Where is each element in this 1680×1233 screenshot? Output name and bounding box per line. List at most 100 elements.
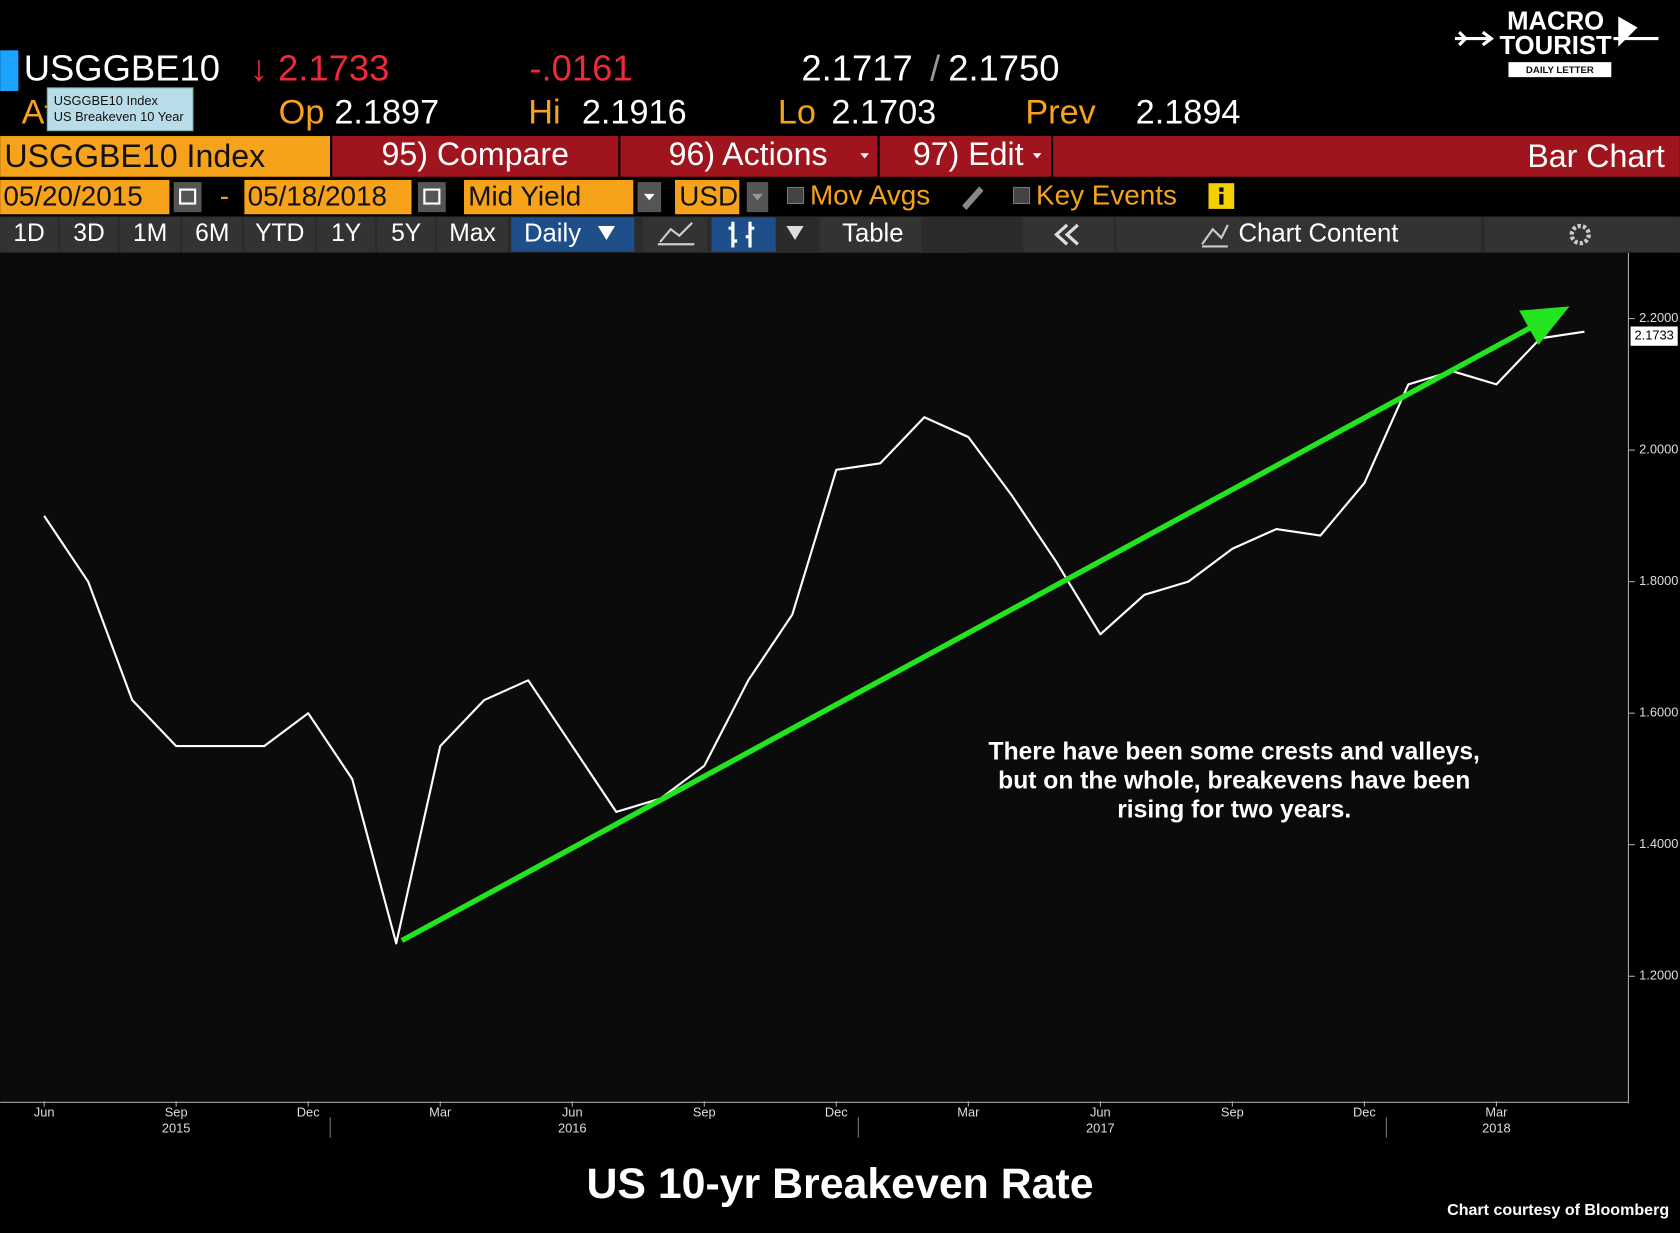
range-button[interactable] (182, 217, 243, 252)
range-button[interactable] (120, 217, 181, 252)
range-label[interactable]: 1M (133, 220, 167, 247)
ask: 2.1750 (948, 47, 1059, 88)
logo-text: TOURIST (1499, 32, 1612, 60)
menu-compare[interactable]: 95) Compare (382, 136, 569, 172)
range-label[interactable]: Max (449, 220, 496, 247)
high: 2.1916 (582, 94, 687, 132)
table-button[interactable] (819, 217, 922, 252)
x-tick-label: Jun (1090, 1104, 1111, 1119)
range-label[interactable]: 1Y (331, 220, 361, 247)
x-tick-label: Dec (297, 1104, 320, 1119)
trend-arrow (400, 323, 1536, 943)
line-chart-button[interactable] (642, 217, 708, 252)
chart-content[interactable]: Chart Content (1239, 219, 1399, 247)
y-tick-label: 1.8000 (1639, 573, 1678, 588)
bid: 2.1717 (801, 47, 912, 88)
x-tick-label: Mar (957, 1104, 980, 1119)
open-label: Op (279, 94, 325, 132)
ticker-marker (0, 50, 19, 92)
logo-text: MACRO (1507, 7, 1604, 35)
range-buttons: 1D 3D 1M 6M YTD 1Y 5Y Max (0, 217, 508, 252)
chart-title: US 10-yr Breakeven Rate (586, 1160, 1093, 1208)
date-dash: - (220, 181, 229, 212)
x-tick-label: Sep (165, 1104, 188, 1119)
start-date[interactable]: 05/20/2015 (3, 181, 142, 212)
prev-label: Prev (1025, 94, 1096, 132)
logo-text: DAILY LETTER (1526, 65, 1594, 76)
x-tick-label: Dec (1353, 1104, 1376, 1119)
plot: 1.2000 1.4000 1.6000 1.8000 2.0000 2.2000 Jun S… (34, 310, 1678, 1138)
end-date[interactable]: 05/18/2018 (248, 181, 387, 212)
dropdown-caret[interactable] (786, 226, 804, 240)
source: Chart courtesy of Bloomberg (1447, 1201, 1669, 1219)
table[interactable]: Table (842, 219, 903, 247)
y-tick-label: 1.6000 (1639, 705, 1678, 720)
checkbox[interactable] (1013, 186, 1031, 205)
end-date-field[interactable] (244, 179, 412, 215)
y-tick-label: 1.4000 (1639, 836, 1678, 851)
calendar-button[interactable] (417, 182, 446, 213)
key-events[interactable]: Key Events (1036, 179, 1177, 210)
range-button[interactable] (377, 217, 436, 252)
x-year-label: 2017 (1086, 1120, 1115, 1135)
range-button[interactable] (60, 217, 118, 252)
range-label[interactable]: 3D (73, 220, 104, 247)
x-tick-label: Dec (825, 1104, 848, 1119)
last-price-label: 2.1733 (1634, 328, 1673, 343)
x-tick-label: Mar (429, 1104, 452, 1119)
calendar-button[interactable] (173, 182, 202, 213)
net-change: -.0161 (529, 47, 632, 88)
x-year-label: 2018 (1482, 1120, 1511, 1135)
menu-edit[interactable]: 97) Edit (913, 136, 1024, 172)
field-select[interactable] (463, 179, 634, 215)
dropdown-caret (643, 193, 655, 201)
x-year-label: 2016 (558, 1120, 587, 1135)
tooltip-line: US Breakeven 10 Year (54, 109, 185, 124)
currency-select[interactable] (675, 179, 740, 215)
last-price: ↓ 2.1733 (250, 47, 390, 88)
dropdown-caret (1032, 153, 1042, 159)
checkbox[interactable] (786, 186, 805, 205)
low-label: Lo (778, 94, 816, 132)
pencil-icon[interactable] (962, 186, 984, 210)
bar-chart-button[interactable] (711, 217, 776, 252)
start-date-field[interactable] (0, 179, 170, 215)
y-tick-label: 2.2000 (1639, 310, 1678, 325)
range-label[interactable]: 5Y (391, 220, 421, 247)
range-label[interactable]: 6M (195, 220, 229, 247)
view-name: Bar Chart (1527, 138, 1665, 174)
chart-content-button[interactable] (1116, 217, 1481, 252)
tooltip-line: USGGBE10 Index (54, 93, 159, 108)
annotation-line: There have been some crests and valleys, (989, 739, 1480, 766)
range-label[interactable]: YTD (255, 220, 304, 247)
currency[interactable]: USD (679, 181, 738, 212)
annotation-line: rising for two years. (1117, 796, 1351, 823)
ticker: USGGBE10 (24, 47, 220, 88)
last-price-tag (1630, 326, 1678, 346)
price-line (43, 330, 1585, 945)
range-button[interactable] (317, 217, 376, 252)
bid-ask-separator: / (930, 47, 941, 88)
line-chart-icon (657, 222, 695, 246)
range-button[interactable] (0, 217, 58, 252)
x-year-label: 2015 (162, 1120, 191, 1135)
range-button[interactable] (437, 217, 508, 252)
tooltip (46, 87, 194, 132)
field[interactable]: Mid Yield (468, 181, 581, 212)
range-label[interactable]: 1D (13, 220, 44, 247)
security[interactable]: USGGBE10 Index (4, 138, 265, 174)
mov-avgs[interactable]: Mov Avgs (810, 179, 930, 210)
x-tick-label: Mar (1485, 1104, 1508, 1119)
frequency[interactable]: Daily (524, 219, 581, 247)
range-button[interactable] (244, 217, 316, 252)
menu-actions[interactable]: 96) Actions (669, 136, 828, 172)
settings-button[interactable] (1484, 217, 1680, 252)
frequency-button[interactable] (511, 217, 635, 252)
logo-banner (1508, 62, 1612, 78)
dropdown-caret (752, 193, 763, 201)
dropdown-caret (597, 226, 616, 240)
x-tick-label: Jun (34, 1104, 55, 1119)
security-box[interactable] (0, 136, 331, 177)
